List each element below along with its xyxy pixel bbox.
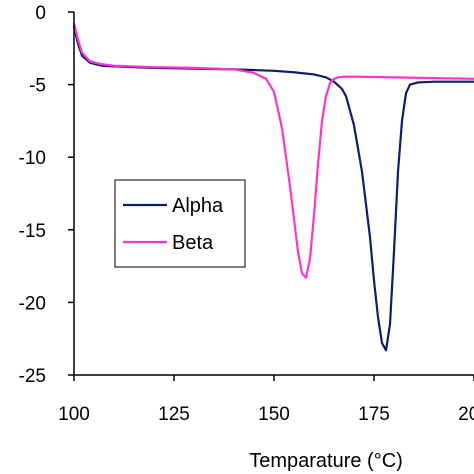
x-tick-label: 200 xyxy=(458,404,474,425)
y-tick-label: 0 xyxy=(35,3,46,24)
x-tick-label: 150 xyxy=(258,404,290,425)
y-tick-label: -5 xyxy=(29,76,46,97)
axes: 0 -5 -10 -15 -20 -25 100 125 150 175 200 xyxy=(19,3,474,425)
y-tick-label: -15 xyxy=(19,221,46,242)
y-tick-label: -20 xyxy=(19,293,46,314)
x-tick-label: 125 xyxy=(158,404,190,425)
legend-label-alpha: Alpha xyxy=(172,195,224,217)
series-line-beta xyxy=(72,22,474,279)
legend: Alpha Beta xyxy=(114,179,246,268)
x-tick-label: 175 xyxy=(358,404,390,425)
plot-lines xyxy=(72,22,474,352)
x-tick-label: 100 xyxy=(58,404,90,425)
legend-box xyxy=(114,179,246,268)
y-tick-label: -25 xyxy=(19,366,46,387)
legend-label-beta: Beta xyxy=(172,232,214,254)
y-tick-label: -10 xyxy=(19,148,46,169)
x-axis-title: Temparature (°C) xyxy=(249,450,403,472)
